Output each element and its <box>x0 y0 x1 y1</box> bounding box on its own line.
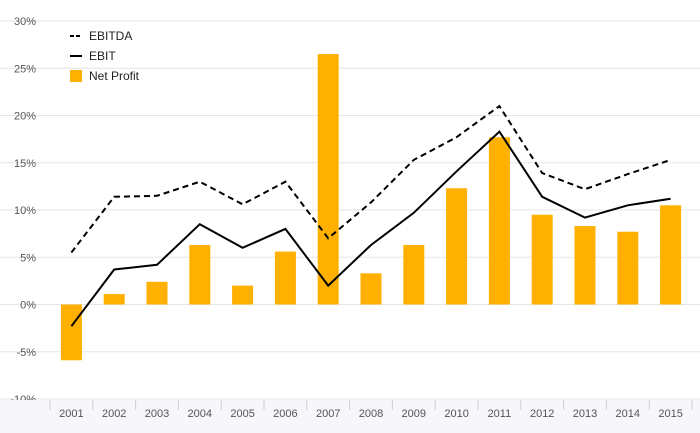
x-tick-label: 2009 <box>402 408 426 420</box>
net-profit-bar <box>574 226 596 305</box>
x-tick-label: 2014 <box>616 408 640 420</box>
legend-swatch-net-profit <box>70 70 82 82</box>
net-profit-bar <box>274 251 296 305</box>
x-tick-label: 2008 <box>359 408 383 420</box>
net-profit-bar <box>403 244 425 305</box>
x-tick-label: 2015 <box>658 408 682 420</box>
x-tick-label: 2007 <box>316 408 340 420</box>
net-profit-bar <box>146 281 168 305</box>
line-series <box>70 104 671 327</box>
y-tick-label: 20% <box>14 111 36 123</box>
x-tick-label: 2004 <box>188 408 212 420</box>
legend-label-net-profit: Net Profit <box>89 69 140 83</box>
net-profit-bar <box>488 137 510 305</box>
x-tick-label: 2010 <box>444 408 468 420</box>
x-tick-label: 2006 <box>273 408 297 420</box>
net-profit-bar <box>660 205 682 305</box>
net-profit-bar <box>103 294 125 305</box>
legend-label-ebit: EBIT <box>89 49 116 63</box>
net-profit-bar <box>617 231 639 305</box>
x-axis: 2001 2002 2003 2004 2005 2006 2007 2008 2009 2010… <box>0 400 700 433</box>
net-profit-bar <box>360 273 382 305</box>
net-profit-bar <box>531 214 553 305</box>
ebit-line <box>70 130 671 327</box>
x-tick-label: 2001 <box>59 408 83 420</box>
net-profit-bar <box>189 244 211 305</box>
x-tick-label: 2002 <box>102 408 126 420</box>
x-tick-label: 2011 <box>488 408 512 420</box>
y-tick-label: 30% <box>14 16 36 28</box>
y-tick-label: 0% <box>20 300 36 312</box>
y-tick-label: -5% <box>16 347 36 359</box>
x-tick-label: 2003 <box>145 408 169 420</box>
net-profit-bar <box>317 54 339 305</box>
net-profit-bar <box>60 304 82 361</box>
y-tick-label: 15% <box>14 158 36 170</box>
net-profit-bars <box>60 54 682 361</box>
y-tick-label: 10% <box>14 205 36 217</box>
net-profit-bar <box>232 285 254 305</box>
legend: EBITDA EBIT Net Profit <box>70 29 140 83</box>
legend-label-ebitda: EBITDA <box>89 29 132 43</box>
x-tick-label: 2013 <box>573 408 597 420</box>
y-tick-label: 5% <box>20 252 36 264</box>
x-tick-label: 2005 <box>230 408 254 420</box>
net-profit-bar <box>446 188 468 305</box>
x-tick-label: 2012 <box>530 408 554 420</box>
ebitda-line <box>70 104 671 254</box>
y-tick-label: 25% <box>14 63 36 75</box>
